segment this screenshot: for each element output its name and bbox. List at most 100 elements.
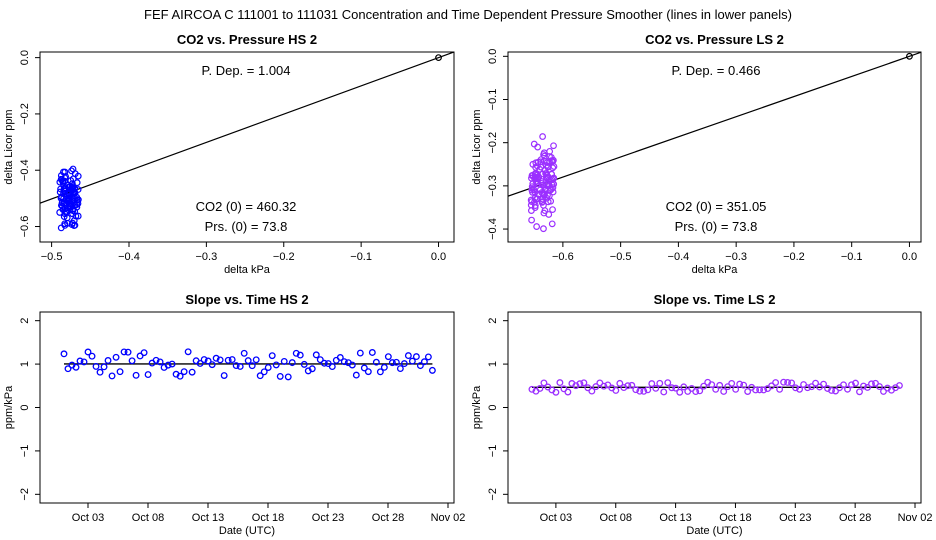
data-point — [152, 356, 160, 364]
data-point — [668, 384, 676, 392]
x-tick-label: −0.5 — [610, 251, 632, 263]
y-tick-label: 0 — [487, 404, 499, 410]
data-point — [58, 199, 66, 207]
data-point — [564, 388, 572, 396]
data-point — [232, 362, 240, 370]
data-point — [216, 356, 224, 364]
data-point — [280, 357, 288, 365]
data-point — [552, 388, 560, 396]
data-point — [540, 379, 548, 387]
x-tick-label: Oct 18 — [719, 512, 751, 524]
data-point — [576, 380, 584, 388]
x-tick-label: Oct 28 — [372, 512, 404, 524]
plot-frame — [39, 311, 455, 504]
data-point — [61, 168, 69, 176]
y-tick-label: 2 — [19, 318, 31, 324]
data-point — [416, 362, 424, 370]
data-point — [66, 195, 74, 203]
data-point — [74, 212, 82, 220]
data-point — [240, 349, 248, 357]
data-point — [296, 351, 304, 359]
data-point — [428, 366, 436, 374]
data-point — [396, 365, 404, 373]
data-point — [236, 363, 244, 370]
data-point — [612, 386, 620, 394]
plot-area — [528, 378, 903, 396]
y-axis-label: ppm/kPa — [3, 385, 15, 429]
figure-suptitle: FEF AIRCOA C 111001 to 111031 Concentrat… — [144, 7, 792, 22]
data-point — [424, 353, 432, 361]
data-point — [128, 357, 136, 365]
data-point — [300, 360, 308, 368]
x-tick-label: Oct 08 — [600, 512, 632, 524]
data-point — [676, 388, 684, 396]
data-point — [539, 133, 547, 140]
data-point — [732, 385, 740, 393]
data-point — [804, 384, 812, 392]
data-point — [204, 357, 212, 365]
data-point — [376, 368, 384, 376]
data-point — [828, 387, 835, 394]
x-axis-label: Date (UTC) — [686, 525, 742, 537]
data-point — [112, 353, 120, 361]
panel-title: CO2 vs. Pressure LS 2 — [645, 32, 784, 47]
x-tick-label: Oct 28 — [839, 512, 871, 524]
data-point — [549, 188, 557, 196]
data-point — [124, 348, 132, 356]
data-point — [844, 385, 851, 393]
data-point — [736, 380, 744, 388]
data-point — [548, 220, 556, 228]
data-point — [73, 179, 81, 187]
panel-title: Slope vs. Time LS 2 — [654, 292, 776, 307]
data-point — [268, 352, 276, 360]
annotation-co2: CO2 (0) = 460.32 — [196, 199, 297, 214]
data-point — [292, 349, 300, 357]
data-point — [527, 207, 535, 215]
annotation-co2: CO2 (0) = 351.05 — [666, 199, 767, 214]
y-tick-label: 0.0 — [487, 49, 499, 64]
data-point — [420, 358, 428, 366]
y-tick-label: −0.1 — [487, 89, 499, 111]
data-point — [788, 379, 796, 387]
data-point — [104, 357, 112, 364]
y-axis-label: delta Licor ppm — [471, 109, 483, 184]
x-tick-label: −0.2 — [783, 251, 805, 263]
data-point — [352, 371, 360, 379]
annotation-pdep: P. Dep. = 1.004 — [201, 63, 290, 78]
y-axis-label: delta Licor ppm — [3, 109, 15, 184]
x-tick-label: Oct 13 — [659, 512, 691, 524]
x-tick-label: Oct 18 — [252, 512, 284, 524]
plot-area — [508, 52, 921, 233]
x-tick-label: Oct 08 — [132, 512, 164, 524]
data-point — [144, 371, 152, 379]
data-point — [56, 209, 64, 216]
data-point — [656, 379, 664, 387]
data-point — [880, 387, 887, 395]
data-point — [628, 381, 636, 389]
data-point — [712, 385, 720, 393]
data-point — [61, 205, 69, 213]
data-point — [542, 162, 550, 169]
data-point — [57, 185, 64, 193]
data-point — [872, 379, 879, 387]
data-point — [672, 384, 680, 392]
y-tick-label: −1 — [19, 445, 31, 458]
y-tick-label: −0.3 — [487, 175, 499, 197]
x-tick-label: 0.0 — [902, 251, 917, 263]
data-point — [549, 158, 557, 165]
data-point — [549, 164, 557, 172]
data-point — [740, 381, 748, 389]
data-point — [660, 388, 668, 396]
panel-title: CO2 vs. Pressure HS 2 — [177, 32, 317, 47]
data-point — [640, 387, 648, 395]
data-point — [584, 384, 592, 392]
data-point — [364, 368, 372, 376]
data-point — [156, 358, 164, 366]
data-point — [543, 194, 551, 202]
data-point — [547, 153, 555, 161]
data-point — [545, 176, 552, 184]
x-tick-label: −0.3 — [196, 251, 218, 263]
data-point — [724, 383, 732, 391]
data-point — [76, 357, 84, 365]
